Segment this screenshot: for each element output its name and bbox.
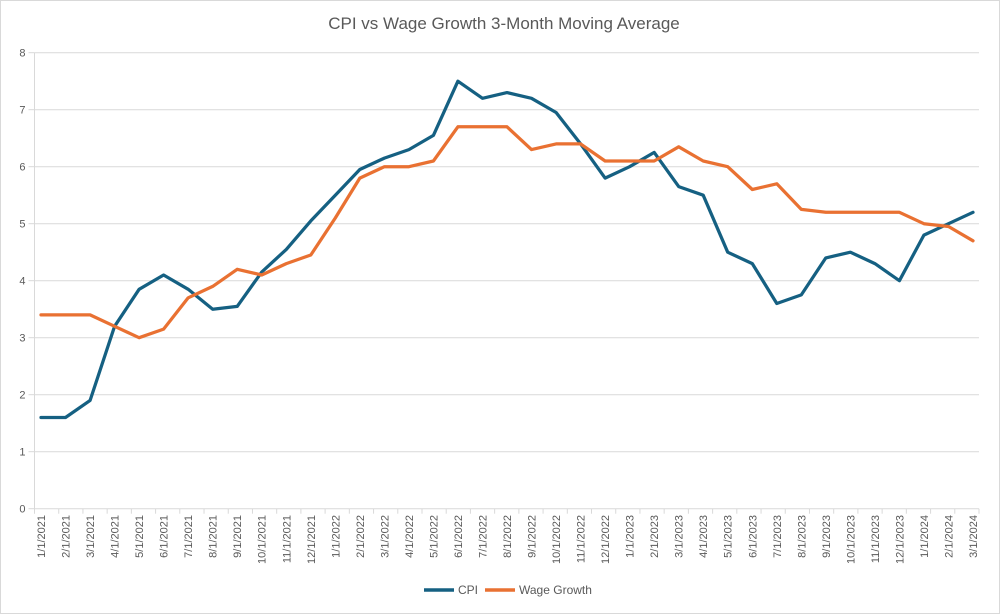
y-axis-label-4: 4 <box>19 276 25 288</box>
x-axis-label-26: 3/1/2023 <box>674 515 686 558</box>
y-axis-label-7: 7 <box>19 105 25 117</box>
legend: CPI Wage Growth <box>424 583 592 597</box>
x-axis-label-2: 3/1/2021 <box>85 515 97 558</box>
y-axis-label-3: 3 <box>19 333 25 345</box>
y-axis-label-2: 2 <box>19 390 25 402</box>
x-axis-label-9: 10/1/2021 <box>257 515 269 564</box>
x-axis-label-20: 9/1/2022 <box>527 515 539 558</box>
x-axis-label-29: 6/1/2023 <box>747 515 759 558</box>
x-axis-label-18: 7/1/2022 <box>477 515 489 558</box>
y-axis-label-8: 8 <box>19 48 25 60</box>
x-axis-label-30: 7/1/2023 <box>772 515 784 558</box>
x-axis-label-1: 2/1/2021 <box>61 515 73 558</box>
x-axis-label-11: 12/1/2021 <box>306 515 318 564</box>
x-axis-label-8: 9/1/2021 <box>232 515 244 558</box>
series-line-wage-growth <box>39 125 975 340</box>
x-axis-label-13: 2/1/2022 <box>355 515 367 558</box>
x-axis-label-34: 11/1/2023 <box>870 515 882 563</box>
y-axis-label-1: 1 <box>19 447 25 459</box>
x-axis-label-3: 4/1/2021 <box>110 515 122 558</box>
axis-labels: 0 1 2 3 4 5 6 7 8 1/1/2021 2/1/2021 3/1/2021 4/1/202… <box>19 48 980 564</box>
x-axis-label-5: 6/1/2021 <box>159 515 171 558</box>
x-axis-label-27: 4/1/2023 <box>698 515 710 558</box>
x-axis-label-19: 8/1/2022 <box>502 515 514 558</box>
legend-wage-growth-label: Wage Growth <box>519 583 592 597</box>
x-axis-label-28: 5/1/2023 <box>723 515 735 558</box>
series-line-cpi <box>39 79 975 420</box>
x-axis-label-15: 4/1/2022 <box>404 515 416 558</box>
x-axis-label-0: 1/1/2021 <box>36 515 48 558</box>
x-axis-label-17: 6/1/2022 <box>453 515 465 558</box>
x-axis-label-38: 3/1/2024 <box>968 515 980 558</box>
x-axis-label-32: 9/1/2023 <box>821 515 833 558</box>
x-axis-label-16: 5/1/2022 <box>428 515 440 558</box>
x-axis-label-21: 10/1/2022 <box>551 515 563 564</box>
x-axis-label-6: 7/1/2021 <box>183 515 195 558</box>
x-axis-label-25: 2/1/2023 <box>649 515 661 558</box>
chart-title: CPI vs Wage Growth 3-Month Moving Averag… <box>328 14 680 33</box>
data-series <box>39 79 975 420</box>
x-axis-label-31: 8/1/2023 <box>796 515 808 558</box>
x-axis-label-24: 1/1/2023 <box>625 515 637 558</box>
y-axis-label-5: 5 <box>19 219 25 231</box>
x-axis-label-12: 1/1/2022 <box>330 515 342 558</box>
x-axis-label-22: 11/1/2022 <box>576 515 588 563</box>
x-axis-label-36: 1/1/2024 <box>919 515 931 558</box>
gridlines <box>34 52 979 453</box>
x-axis-label-35: 12/1/2023 <box>894 515 906 564</box>
y-axis-label-6: 6 <box>19 162 25 174</box>
x-axis-label-14: 3/1/2022 <box>379 515 391 558</box>
axes <box>28 52 980 514</box>
y-axis-label-0: 0 <box>19 504 25 516</box>
x-axis-label-4: 5/1/2021 <box>134 515 146 558</box>
x-axis-label-10: 11/1/2021 <box>281 515 293 563</box>
x-axis-label-37: 2/1/2024 <box>943 515 955 558</box>
legend-cpi-label: CPI <box>458 583 478 597</box>
x-axis-label-23: 12/1/2022 <box>600 515 612 564</box>
x-axis-label-7: 8/1/2021 <box>208 515 220 558</box>
x-axis-label-33: 10/1/2023 <box>845 515 857 564</box>
